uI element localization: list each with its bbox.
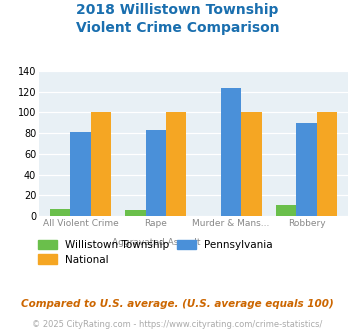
Bar: [70, 132, 91, 216]
Text: 2018 Willistown Township
Violent Crime Comparison: 2018 Willistown Township Violent Crime C…: [76, 3, 279, 35]
Bar: [221, 87, 241, 216]
Bar: [296, 123, 317, 216]
Text: Rape: Rape: [144, 219, 167, 228]
Bar: [50, 209, 70, 216]
Text: All Violent Crime: All Violent Crime: [43, 219, 118, 228]
Bar: [276, 205, 296, 216]
Bar: [146, 130, 166, 216]
Legend: Willistown Township, National, Pennsylvania: Willistown Township, National, Pennsylva…: [34, 236, 277, 269]
Text: Aggravated Assault: Aggravated Assault: [111, 238, 200, 247]
Text: Compared to U.S. average. (U.S. average equals 100): Compared to U.S. average. (U.S. average …: [21, 299, 334, 309]
Text: Murder & Mans...: Murder & Mans...: [192, 219, 270, 228]
Bar: [91, 113, 111, 216]
Text: © 2025 CityRating.com - https://www.cityrating.com/crime-statistics/: © 2025 CityRating.com - https://www.city…: [32, 320, 323, 329]
Bar: [317, 113, 337, 216]
Bar: [125, 210, 146, 216]
Bar: [166, 113, 186, 216]
Text: Robbery: Robbery: [288, 219, 325, 228]
Bar: [241, 113, 262, 216]
